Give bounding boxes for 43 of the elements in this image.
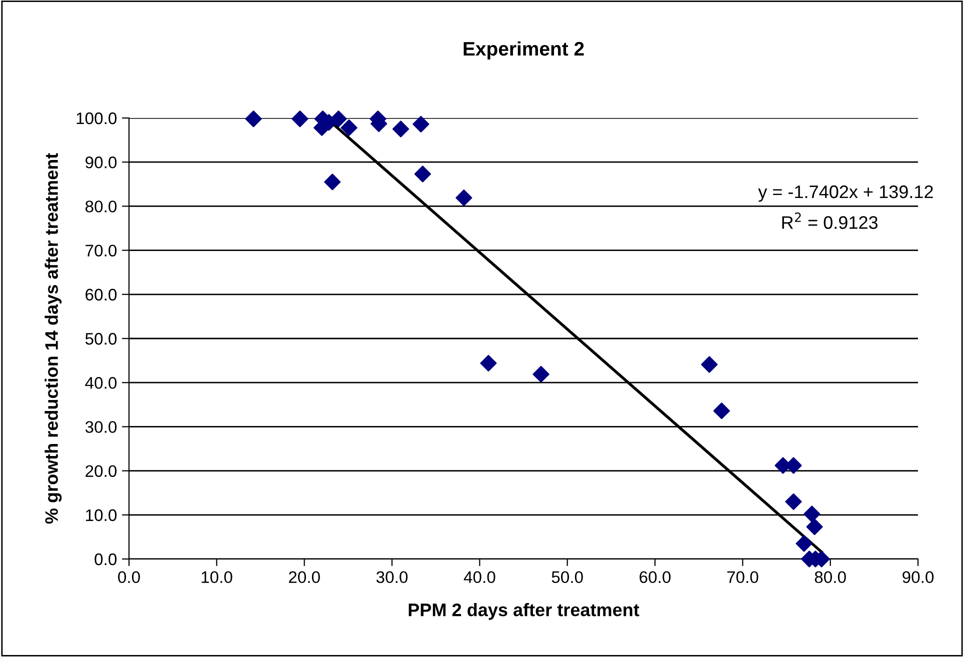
point bbox=[340, 119, 358, 136]
point bbox=[785, 493, 802, 510]
y-tick-label: 70.0 bbox=[86, 244, 117, 257]
x-tick-label: 70.0 bbox=[727, 571, 758, 584]
x-tick-label: 0.0 bbox=[118, 571, 140, 584]
annotation: R$^{2}$ = 0.9123 bbox=[782, 212, 878, 229]
y-tick-label: 10.0 bbox=[86, 509, 117, 522]
x-tick-label: 20.0 bbox=[288, 571, 320, 584]
x-tick-label: 30.0 bbox=[376, 571, 408, 584]
point bbox=[245, 110, 262, 128]
y-tick-label: 40.0 bbox=[85, 377, 117, 389]
y-tick-label: 30.0 bbox=[85, 421, 117, 433]
point bbox=[324, 174, 341, 190]
y-tick-label: 80.0 bbox=[85, 200, 117, 212]
point bbox=[480, 354, 497, 372]
point bbox=[292, 110, 308, 128]
point bbox=[392, 120, 410, 138]
point bbox=[796, 535, 812, 552]
y-tick-label: 20.0 bbox=[86, 465, 117, 478]
x-tick-label: 50.0 bbox=[552, 571, 583, 584]
point bbox=[532, 366, 550, 383]
point bbox=[414, 166, 431, 182]
x-tick-label: 60.0 bbox=[640, 571, 671, 584]
point bbox=[330, 110, 347, 128]
y-tick-label: 90.0 bbox=[86, 156, 117, 168]
point bbox=[701, 356, 718, 373]
y-tick-label: 50.0 bbox=[85, 332, 117, 345]
point bbox=[804, 506, 820, 522]
x-axis-title: PPM 2 days after treatment bbox=[408, 603, 640, 620]
point bbox=[412, 116, 430, 132]
point bbox=[713, 402, 730, 420]
y-axis-title: % growth reduction 14 days after treatment bbox=[44, 153, 62, 524]
y-tick-label: 60.0 bbox=[86, 288, 117, 301]
annotation: y = -1.7402x + 139.12 bbox=[758, 185, 933, 202]
point bbox=[456, 190, 472, 206]
chart-title: Experiment 2 bbox=[464, 41, 584, 60]
x-tick-label: 90.0 bbox=[902, 571, 934, 584]
y-tick-label: 0.0 bbox=[94, 553, 117, 566]
x-tick-label: 40.0 bbox=[464, 571, 496, 584]
y-tick-label: 100.0 bbox=[76, 112, 117, 124]
point bbox=[806, 518, 823, 536]
x-tick-label: 10.0 bbox=[202, 571, 232, 584]
x-tick-label: 80.0 bbox=[814, 571, 846, 584]
